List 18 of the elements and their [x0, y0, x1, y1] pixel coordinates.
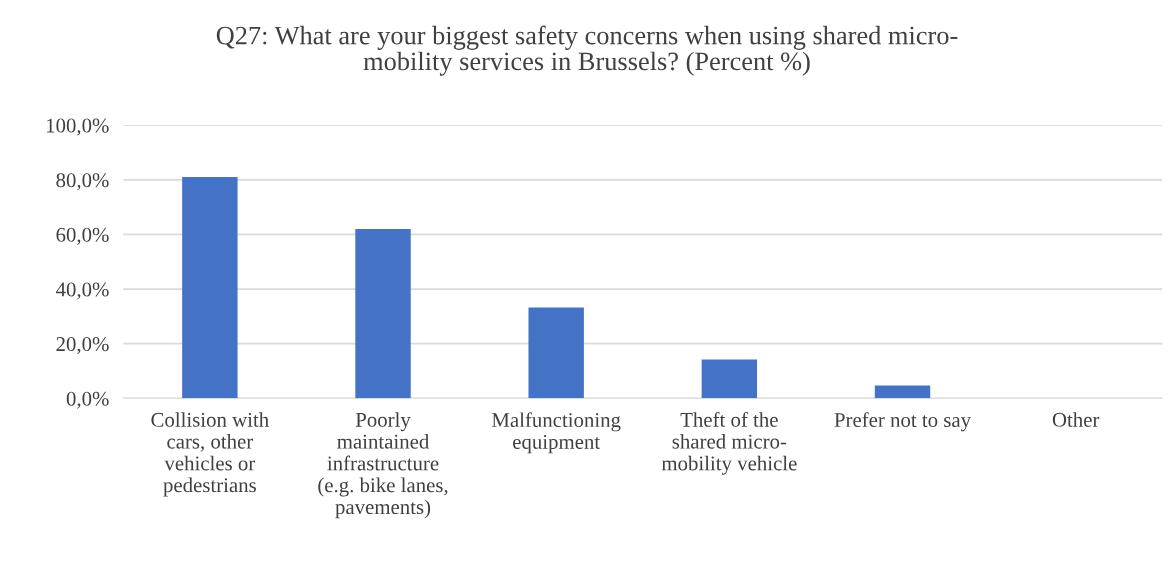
- x-tick-label: Prefer not to say: [834, 412, 971, 432]
- y-tick-label: 40,0%: [55, 282, 109, 300]
- x-tick-label: Collision with cars, other vehicles or pedestrians: [151, 412, 269, 497]
- bar: [528, 307, 584, 399]
- y-tick-label: 0,0%: [66, 391, 109, 409]
- chart-title: Q27: What are your biggest safety concerns when using shared micro- mobility services in Brussels? (Percent %): [216, 25, 958, 76]
- x-tick-label: Other: [1052, 412, 1100, 427]
- y-tick-label: 100,0%: [46, 118, 109, 136]
- y-tick-label: 20,0%: [56, 337, 109, 355]
- bar: [182, 177, 238, 399]
- bar: [355, 228, 411, 399]
- x-tick-label: Theft of the shared micro- mobility vehicle: [661, 411, 797, 475]
- y-tick-label: 80,0%: [56, 173, 109, 191]
- x-tick-label: Malfunctioning equipment: [491, 412, 621, 454]
- y-tick-label: 60,0%: [56, 227, 109, 245]
- bar: [874, 385, 931, 399]
- x-tick-label: Poorly maintained infrastructure (e.g. bike lanes, pavements): [318, 412, 448, 519]
- bar: [701, 359, 758, 399]
